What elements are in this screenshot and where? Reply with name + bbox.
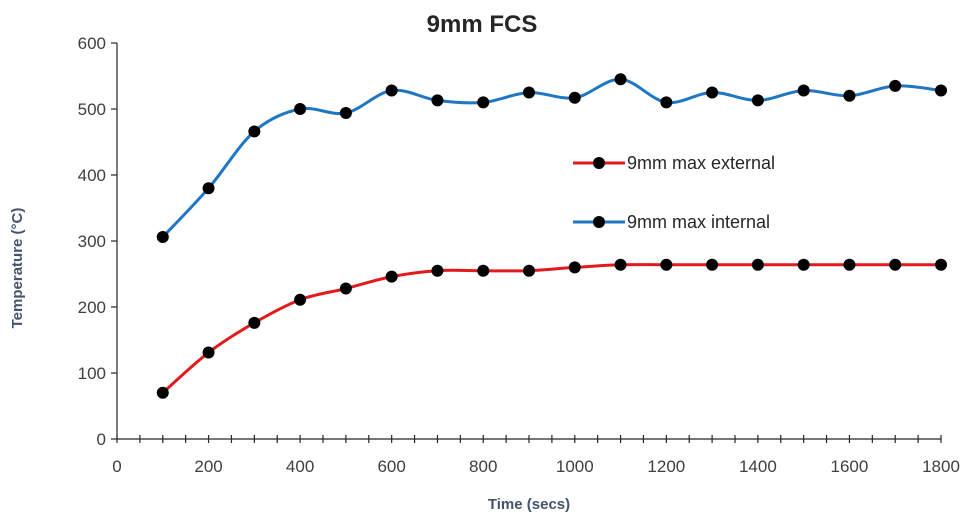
data-point (568, 261, 581, 274)
legend-swatch-marker (593, 216, 605, 228)
data-point (751, 258, 764, 271)
series-9mm-max-external (156, 258, 947, 399)
data-point (523, 86, 535, 99)
data-point (614, 258, 627, 271)
legend-label: 9mm max external (627, 153, 775, 173)
x-tick-label: 1600 (831, 457, 869, 476)
x-tick-label: 400 (286, 457, 314, 476)
data-point (751, 94, 764, 107)
x-tick-label: 1400 (739, 457, 777, 476)
data-point (797, 258, 810, 271)
data-point (248, 316, 261, 329)
x-tick-label: 1200 (647, 457, 685, 476)
data-point (248, 125, 261, 138)
x-tick-label: 1000 (556, 457, 594, 476)
x-tick-label: 600 (377, 457, 405, 476)
data-point (385, 270, 398, 283)
data-point (660, 258, 673, 271)
x-axis-label: Time (secs) (488, 496, 570, 513)
data-point (339, 282, 352, 295)
legend-swatch-marker (593, 157, 605, 169)
data-point (935, 84, 947, 97)
data-point (431, 94, 444, 107)
x-tick-label: 1800 (922, 457, 960, 476)
y-tick-label: 600 (78, 34, 106, 53)
data-point (797, 84, 810, 97)
series-layer (156, 73, 947, 399)
legend-label: 9mm max internal (627, 212, 770, 232)
data-point (706, 258, 719, 271)
data-point (202, 182, 215, 195)
data-point (294, 293, 307, 306)
data-point (385, 84, 398, 97)
y-tick-label: 200 (78, 298, 106, 317)
x-tick-label: 200 (194, 457, 222, 476)
series-9mm-max-internal (156, 73, 947, 244)
x-tick-label: 800 (469, 457, 497, 476)
data-point (294, 103, 307, 115)
data-point (843, 89, 856, 102)
axes: 0 100 200 300 400 500 600 0 200 400 600 800 1000 1200… (78, 34, 960, 476)
data-point (706, 86, 719, 99)
data-point (156, 386, 169, 399)
data-point (614, 73, 627, 86)
data-point (477, 96, 490, 109)
chart-title: 9mm FCS (427, 11, 538, 38)
data-point (156, 231, 169, 244)
data-point (523, 264, 535, 277)
data-point (339, 106, 352, 119)
data-point (202, 346, 215, 359)
data-point (660, 96, 673, 109)
data-point (889, 79, 902, 92)
y-tick-label: 300 (78, 232, 106, 251)
y-tick-label: 100 (78, 364, 106, 383)
y-tick-label: 500 (78, 100, 106, 119)
y-tick-label: 0 (97, 430, 106, 449)
data-point (477, 264, 490, 277)
data-point (568, 91, 581, 104)
data-point (935, 258, 947, 271)
data-point (889, 258, 902, 271)
y-axis-label: Temperature (°C) (9, 208, 26, 329)
legend: 9mm max external 9mm max internal (573, 153, 775, 232)
legend-item: 9mm max external (573, 153, 775, 173)
series-line-9mm-max-internal (161, 77, 942, 239)
series-line-9mm-max-external (161, 263, 941, 394)
data-point (431, 264, 444, 277)
legend-item: 9mm max internal (573, 212, 770, 232)
data-point (843, 258, 856, 271)
y-tick-label: 400 (78, 166, 106, 185)
x-tick-label: 0 (112, 457, 121, 476)
